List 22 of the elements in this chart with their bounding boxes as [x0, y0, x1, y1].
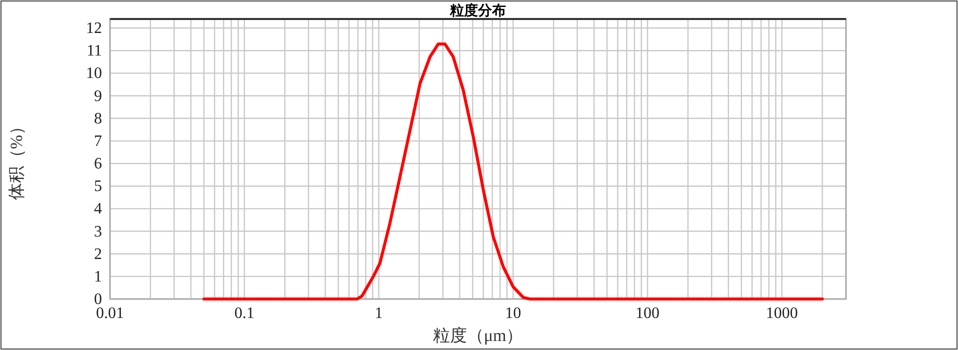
y-tick-label: 8	[94, 110, 102, 128]
x-tick-label: 0.1	[234, 305, 254, 322]
x-tick-label: 10	[505, 305, 522, 322]
y-axis-title: 体积（%）	[7, 118, 26, 200]
y-tick-label: 7	[94, 132, 102, 150]
x-tick-label: 100	[636, 305, 660, 322]
y-tick-label: 4	[94, 200, 102, 218]
y-tick-label: 2	[94, 246, 102, 263]
x-tick-label: 1000	[766, 305, 798, 322]
y-tick-label: 9	[94, 88, 102, 105]
y-tick-label: 6	[94, 156, 102, 173]
y-tick-label: 3	[94, 223, 102, 240]
y-tick-label: 10	[86, 65, 102, 82]
y-tick-label: 11	[86, 42, 102, 60]
y-tick-label: 12	[86, 20, 102, 38]
x-tick-label: 0.01	[96, 305, 124, 322]
y-tick-label: 0	[94, 291, 102, 308]
y-tick-label: 5	[94, 178, 102, 196]
y-tick-label: 1	[94, 268, 102, 286]
x-axis-title: 粒度（μm）	[432, 326, 524, 345]
chart-title: 粒度分布	[449, 2, 506, 19]
x-tick-label: 1	[374, 305, 383, 322]
